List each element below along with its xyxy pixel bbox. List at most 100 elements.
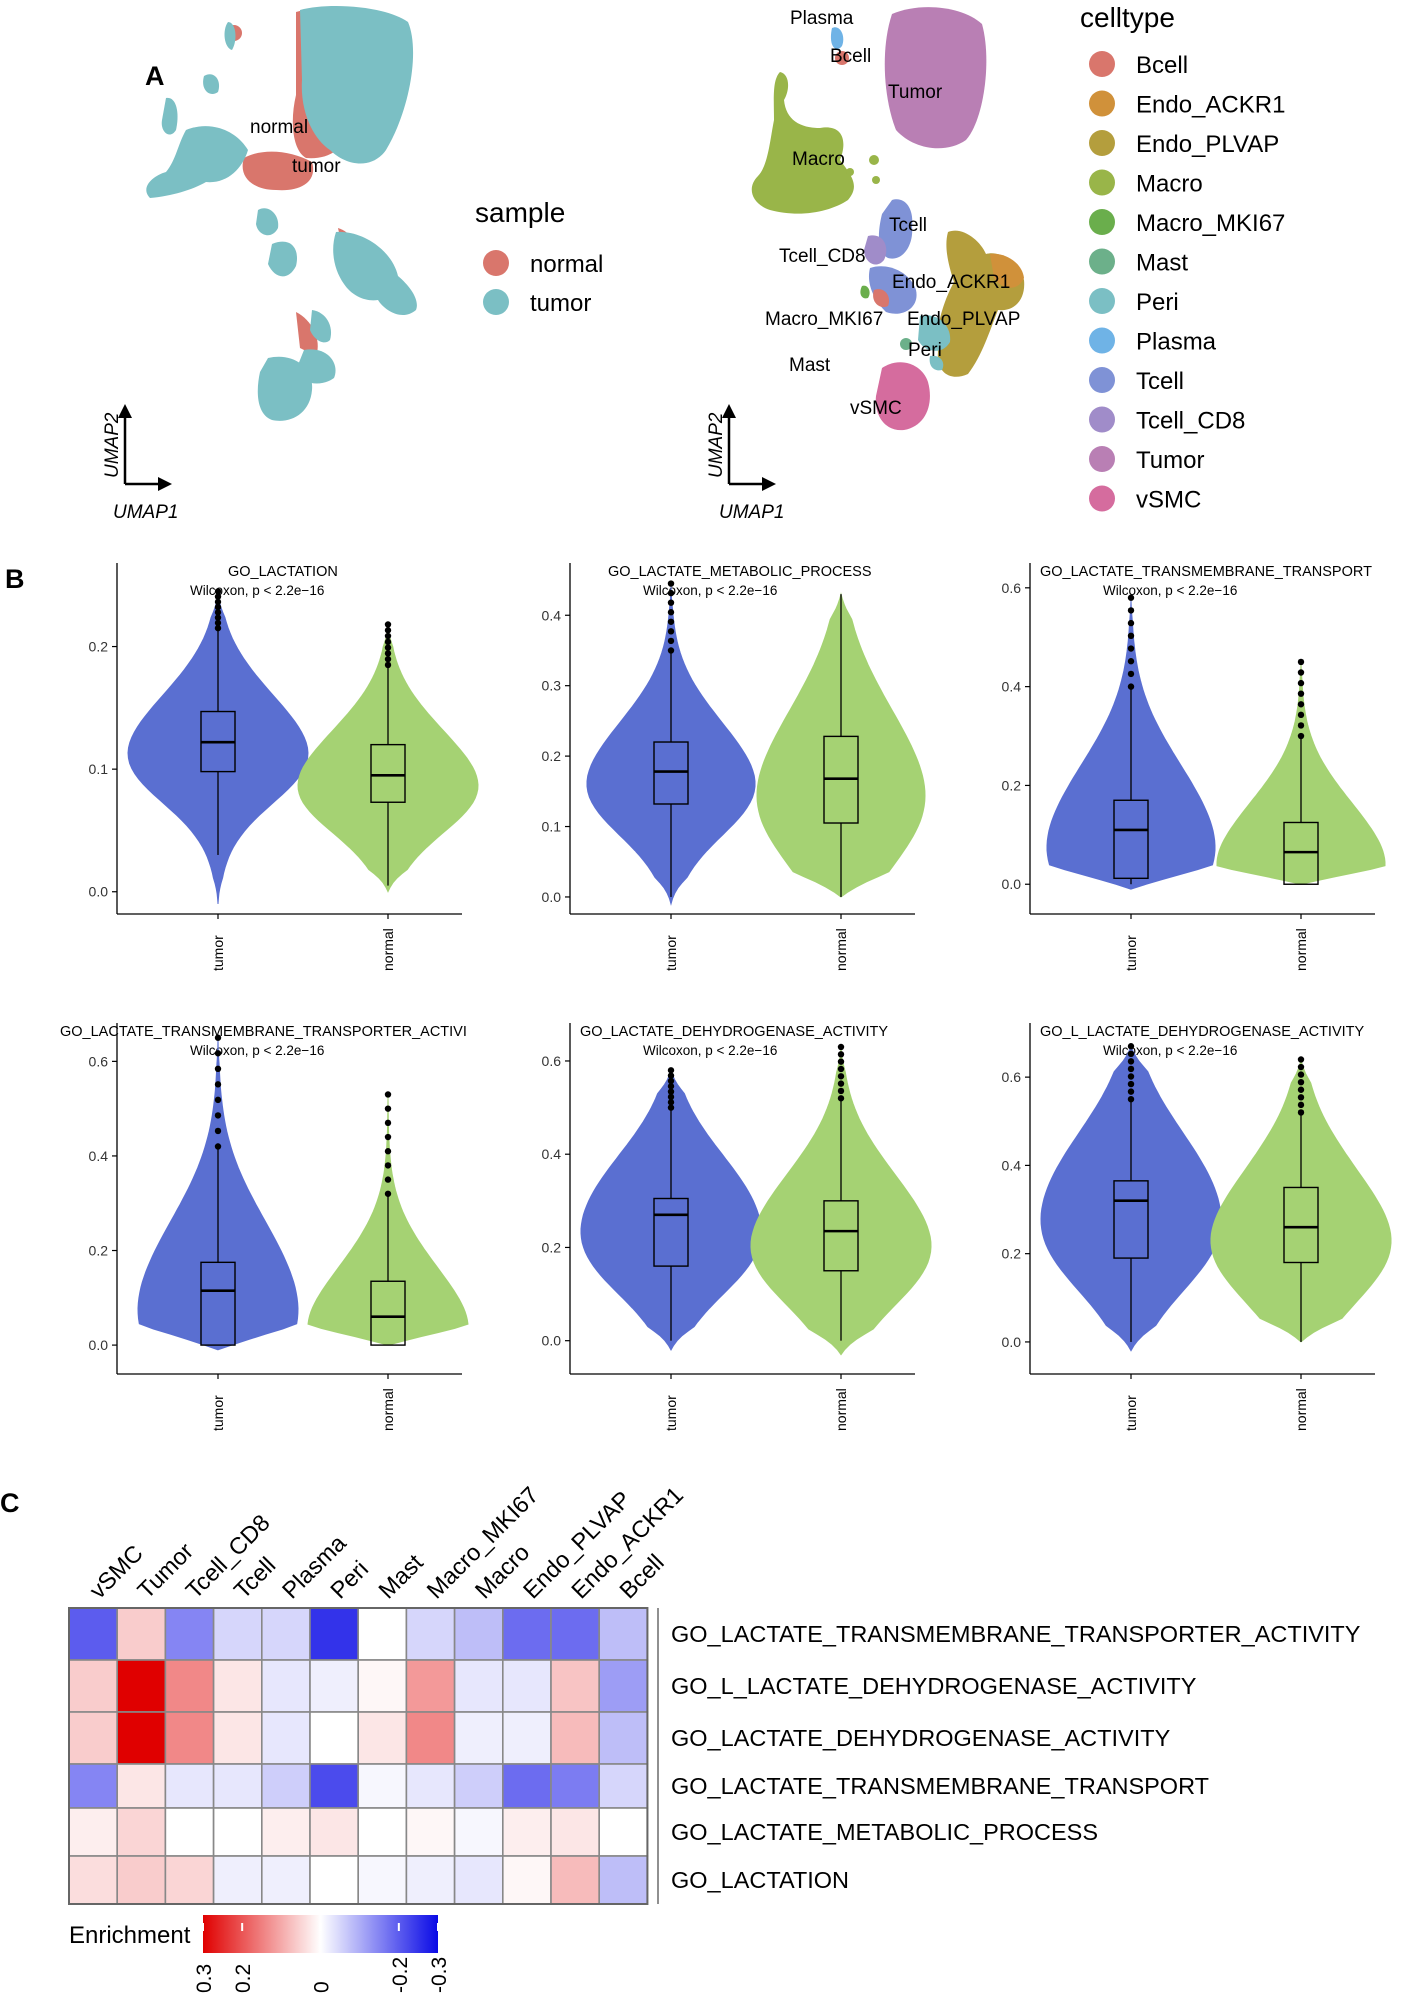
box: [370, 1280, 406, 1346]
celltype-legend-item: vSMC: [1136, 487, 1201, 514]
heatmap-cell: [116, 1763, 167, 1809]
outlier: [384, 1133, 392, 1141]
heatmap-cell: [309, 1763, 360, 1809]
outlier: [667, 1067, 675, 1074]
outlier: [1297, 701, 1305, 708]
outlier: [667, 1099, 675, 1106]
heatmap-cell: [501, 1607, 552, 1661]
umap-y-label: UMAP2: [102, 412, 123, 478]
heatmap-cell: [68, 1763, 119, 1809]
outlier: [837, 1095, 845, 1102]
outlier: [837, 1043, 845, 1051]
violin-title: GO_L_LACTATE_DEHYDROGENASE_ACTIVITY: [1040, 1024, 1365, 1040]
outlier: [837, 1058, 845, 1065]
heatmap-cell: [164, 1855, 215, 1905]
heatmap-cell: [405, 1807, 456, 1857]
y-tick-label: 0.6: [1002, 1069, 1022, 1085]
heatmap-cell: [453, 1807, 504, 1857]
legend-swatch: [1089, 485, 1115, 512]
y-tick-label: 0.0: [1002, 876, 1022, 892]
celltype-legend-item: Plasma: [1136, 329, 1217, 356]
y-tick-label: 0.4: [1002, 1157, 1022, 1173]
outlier: [1297, 1071, 1305, 1078]
outlier: [1127, 632, 1135, 640]
outlier: [1297, 732, 1305, 740]
umap-celltype-label: vSMC: [850, 398, 902, 419]
heatmap-row-label: GO_LACTATE_DEHYDROGENASE_ACTIVITY: [671, 1725, 1171, 1751]
outlier: [837, 1065, 845, 1073]
outlier: [667, 618, 675, 625]
y-tick-label: 0.6: [89, 1053, 109, 1069]
colorbar-tick-label: 0.3: [193, 1964, 216, 1993]
heatmap-cell: [309, 1807, 360, 1857]
box: [1283, 1186, 1319, 1264]
enrichment-colorbar: [203, 1915, 438, 1953]
outlier: [1127, 1058, 1135, 1065]
heatmap-cell: [550, 1659, 601, 1713]
heatmap-row-label: GO_LACTATE_TRANSMEMBRANE_TRANSPORT: [671, 1773, 1209, 1799]
outlier: [214, 603, 222, 611]
heatmap-cell: [405, 1711, 456, 1765]
outlier: [1297, 1078, 1305, 1086]
outlier: [214, 1127, 222, 1135]
outlier: [1297, 1086, 1305, 1093]
outlier: [214, 588, 222, 595]
panel-a-label: A: [145, 61, 165, 91]
violin-panel: 0.0 0.1 0.2 GO_LACTATION Wilcoxon, p < 2.2e−…: [89, 563, 479, 971]
heatmap-cell: [260, 1763, 311, 1809]
y-tick-label: 0.6: [1002, 580, 1022, 596]
outlier: [384, 627, 392, 634]
legend-swatch-tumor: [483, 289, 509, 315]
legend-swatch-normal: [483, 250, 509, 276]
heatmap-column-label: vSMC: [84, 1540, 148, 1604]
outlier: [1127, 594, 1135, 601]
x-tick-label: tumor: [210, 935, 226, 971]
outlier: [1297, 722, 1305, 729]
outlier: [214, 1050, 222, 1057]
colorbar-tick-label: 0.2: [232, 1964, 255, 1993]
x-tick-label: normal: [1293, 928, 1309, 971]
outlier: [837, 1051, 845, 1058]
outlier: [667, 580, 675, 587]
heatmap-cell: [550, 1855, 601, 1905]
y-tick-label: 0.0: [89, 1337, 109, 1353]
legend-swatch: [1089, 169, 1115, 196]
outlier: [214, 1034, 222, 1041]
y-tick-label: 0.2: [1002, 777, 1022, 793]
heatmap-cell: [357, 1807, 408, 1857]
heatmap-cell: [357, 1763, 408, 1809]
outlier: [1297, 679, 1305, 687]
outlier: [214, 609, 222, 616]
panel-c-heatmap: C Enrichment GO_LACTATE_TRANSMEMBRANE_TR…: [0, 1482, 1361, 1993]
outlier: [1127, 645, 1135, 652]
celltype-legend-title: celltype: [1080, 2, 1175, 33]
y-tick-label: 0.0: [89, 884, 109, 900]
heatmap-cell: [212, 1807, 263, 1857]
heatmap-cell: [357, 1855, 408, 1905]
heatmap-cell: [550, 1807, 601, 1857]
violin-title: GO_LACTATION: [228, 564, 338, 580]
outlier: [1297, 1094, 1305, 1101]
outlier: [384, 1119, 392, 1127]
box: [1113, 1180, 1149, 1259]
heatmap-cell: [405, 1763, 456, 1809]
outlier: [667, 1077, 675, 1085]
heatmap-cell: [164, 1807, 215, 1857]
violin-panel: 0.0 0.2 0.4 0.6 GO_L_LACTATE_DEHYDROGENASE_A…: [1002, 1023, 1392, 1431]
y-tick-label: 0.4: [542, 607, 562, 623]
heatmap-cell: [453, 1763, 504, 1809]
outlier: [667, 637, 675, 645]
x-tick-label: tumor: [663, 1395, 679, 1431]
heatmap-cell: [405, 1607, 456, 1661]
celltype-legend-item: Peri: [1136, 289, 1179, 316]
outlier: [384, 1148, 392, 1155]
violin-title: GO_LACTATE_DEHYDROGENASE_ACTIVITY: [580, 1024, 888, 1040]
legend-swatch: [1089, 51, 1115, 77]
heatmap-cell: [598, 1855, 649, 1905]
outlier: [1127, 1080, 1135, 1088]
x-tick-label: normal: [833, 1388, 849, 1431]
heatmap-cell: [453, 1855, 504, 1905]
umap-celltype-label: Plasma: [790, 8, 854, 29]
wilcoxon-annotation: Wilcoxon, p < 2.2e−16: [190, 1043, 324, 1058]
